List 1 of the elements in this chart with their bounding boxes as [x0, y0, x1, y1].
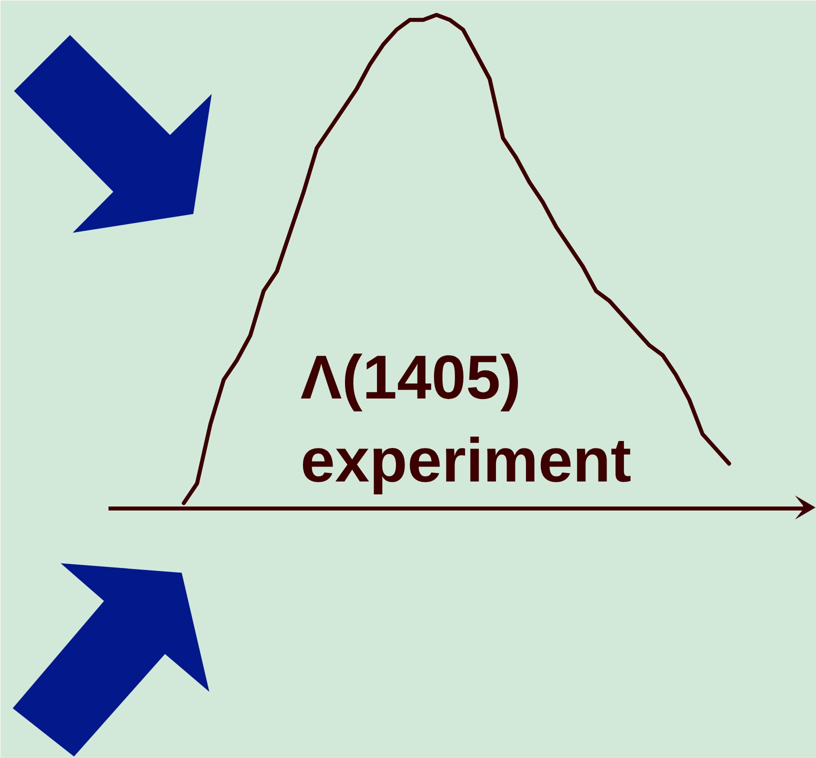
- annotation: Λ(1405) experiment: [300, 344, 632, 496]
